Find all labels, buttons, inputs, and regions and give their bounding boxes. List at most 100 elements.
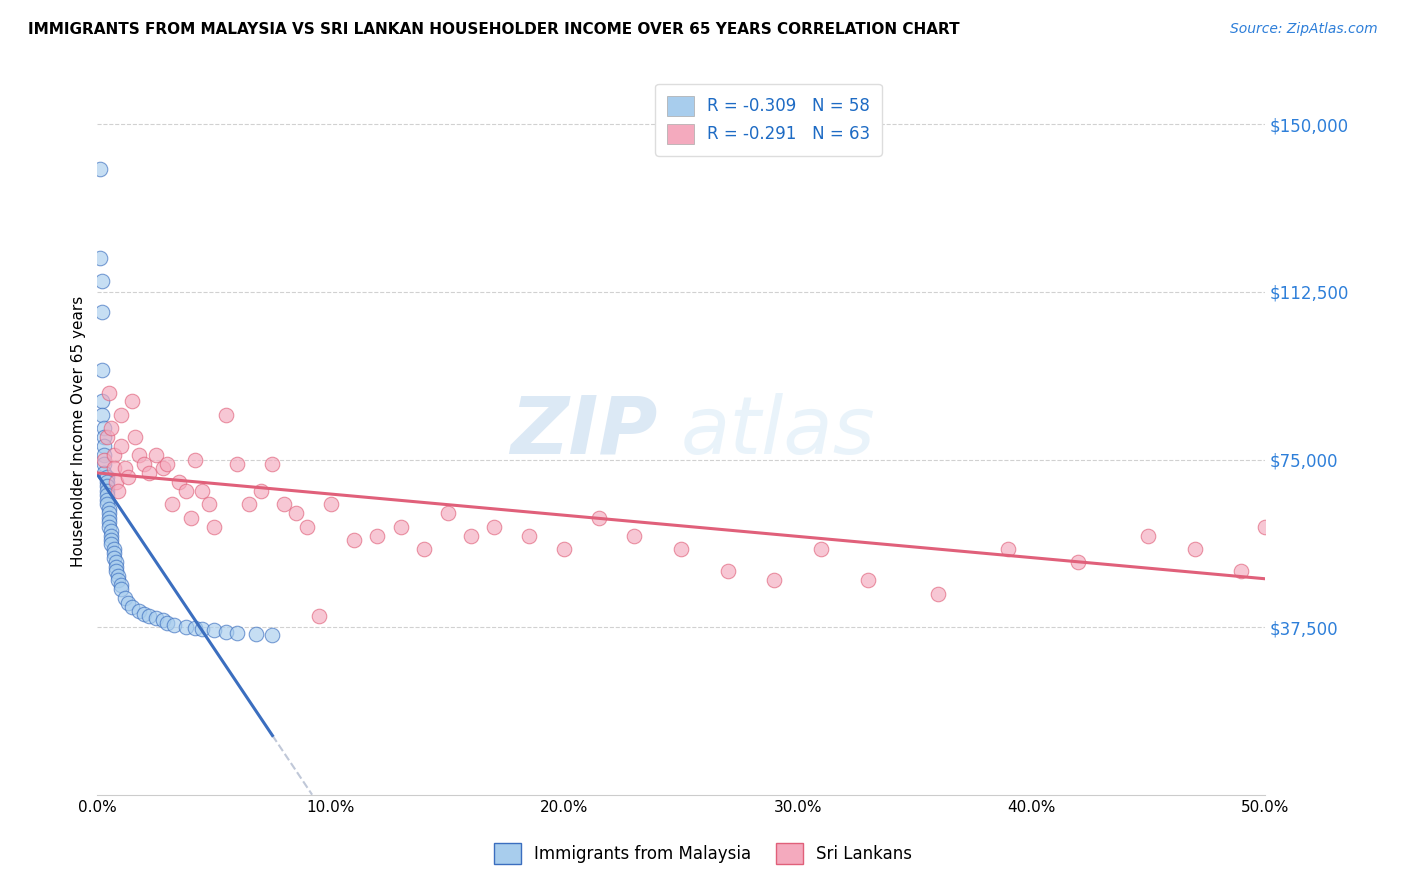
Point xyxy=(623,528,645,542)
Point xyxy=(184,452,207,467)
Point xyxy=(202,519,225,533)
Point xyxy=(997,541,1019,556)
Point xyxy=(297,519,319,533)
Point xyxy=(215,624,238,639)
Point xyxy=(96,430,118,444)
Point xyxy=(249,483,271,498)
Point xyxy=(114,591,136,605)
Point xyxy=(110,408,132,422)
Legend: R = -0.309   N = 58, R = -0.291   N = 63: R = -0.309 N = 58, R = -0.291 N = 63 xyxy=(655,84,882,155)
Point xyxy=(198,497,221,511)
Legend: Immigrants from Malaysia, Sri Lankans: Immigrants from Malaysia, Sri Lankans xyxy=(488,837,918,871)
Point xyxy=(121,600,143,615)
Point xyxy=(105,475,128,489)
Point xyxy=(117,595,139,609)
Text: Source: ZipAtlas.com: Source: ZipAtlas.com xyxy=(1230,22,1378,37)
Point xyxy=(245,627,267,641)
Point xyxy=(96,470,118,484)
Point xyxy=(96,488,118,502)
Point xyxy=(91,394,114,409)
Point xyxy=(110,582,132,596)
Point xyxy=(238,497,260,511)
Point xyxy=(132,607,155,621)
Point xyxy=(262,628,284,642)
Point xyxy=(553,541,575,556)
Text: ZIP: ZIP xyxy=(510,392,658,471)
Point xyxy=(98,515,121,529)
Point xyxy=(145,611,167,625)
Point xyxy=(191,483,214,498)
Point xyxy=(100,533,122,547)
Point xyxy=(100,528,122,542)
Point xyxy=(96,483,118,498)
Point xyxy=(669,541,692,556)
Point xyxy=(93,452,115,467)
Point xyxy=(110,577,132,591)
Point xyxy=(389,519,412,533)
Point xyxy=(588,510,610,524)
Point xyxy=(174,620,197,634)
Point xyxy=(103,550,125,565)
Point xyxy=(927,586,949,600)
Point xyxy=(202,624,225,638)
Text: IMMIGRANTS FROM MALAYSIA VS SRI LANKAN HOUSEHOLDER INCOME OVER 65 YEARS CORRELAT: IMMIGRANTS FROM MALAYSIA VS SRI LANKAN H… xyxy=(28,22,960,37)
Point xyxy=(856,573,879,587)
Point xyxy=(98,519,121,533)
Point xyxy=(167,475,190,489)
Point xyxy=(484,519,506,533)
Point xyxy=(105,559,128,574)
Point xyxy=(103,541,125,556)
Point xyxy=(1184,541,1206,556)
Point xyxy=(91,274,114,288)
Point xyxy=(156,457,179,471)
Point xyxy=(91,408,114,422)
Point xyxy=(191,623,214,637)
Point xyxy=(226,626,249,640)
Point xyxy=(1136,528,1159,542)
Point xyxy=(105,555,128,569)
Point xyxy=(226,457,249,471)
Point xyxy=(366,528,388,542)
Point xyxy=(145,448,167,462)
Point xyxy=(93,430,115,444)
Point xyxy=(100,524,122,538)
Y-axis label: Householder Income Over 65 years: Householder Income Over 65 years xyxy=(72,296,86,567)
Point xyxy=(262,457,284,471)
Point xyxy=(184,622,207,636)
Point xyxy=(110,439,132,453)
Point xyxy=(89,162,111,177)
Point xyxy=(121,394,143,409)
Point xyxy=(103,546,125,560)
Point xyxy=(98,510,121,524)
Point xyxy=(98,501,121,516)
Point xyxy=(107,573,129,587)
Point xyxy=(717,564,740,578)
Point xyxy=(96,492,118,507)
Point xyxy=(763,573,786,587)
Point xyxy=(180,510,202,524)
Point xyxy=(96,497,118,511)
Point xyxy=(89,252,111,266)
Point xyxy=(436,506,458,520)
Point xyxy=(138,466,160,480)
Text: atlas: atlas xyxy=(681,392,876,471)
Point xyxy=(138,609,160,624)
Point xyxy=(319,497,342,511)
Point xyxy=(160,497,183,511)
Point xyxy=(132,457,155,471)
Point xyxy=(103,448,125,462)
Point xyxy=(100,537,122,551)
Point xyxy=(96,475,118,489)
Point xyxy=(96,479,118,493)
Point xyxy=(93,421,115,435)
Point xyxy=(107,568,129,582)
Point xyxy=(91,363,114,377)
Point xyxy=(308,609,330,624)
Point xyxy=(114,461,136,475)
Point xyxy=(284,506,307,520)
Point xyxy=(273,497,295,511)
Point xyxy=(105,564,128,578)
Point xyxy=(215,408,238,422)
Point xyxy=(1288,533,1310,547)
Point xyxy=(98,506,121,520)
